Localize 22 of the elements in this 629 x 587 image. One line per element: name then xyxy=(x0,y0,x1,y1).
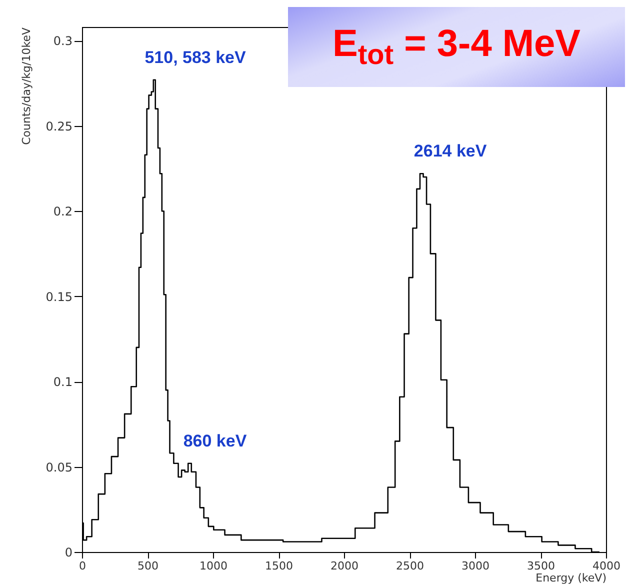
annotation: 860 keV xyxy=(183,431,248,450)
x-tick-label: 0 xyxy=(79,560,86,572)
y-tick-label: 0.2 xyxy=(53,204,72,219)
y-tick-label: 0.1 xyxy=(53,375,72,390)
x-tick-label: 1500 xyxy=(265,560,293,572)
x-tick-label: 3500 xyxy=(527,560,555,572)
x-tick-label: 1000 xyxy=(200,560,228,572)
x-tick-label: 2000 xyxy=(330,560,358,572)
y-tick-label: 0.15 xyxy=(46,290,72,304)
chart-title: E$_{tot}$ = 3-4 MeV xyxy=(332,23,581,71)
y-tick-label: 0.05 xyxy=(46,460,72,474)
annotation: 2614 keV xyxy=(414,142,488,161)
y-tick-label: 0 xyxy=(64,546,72,560)
y-tick-label: 0.25 xyxy=(46,119,72,134)
x-tick-label: 4000 xyxy=(592,560,620,572)
x-axis-title: Energy (keV) xyxy=(536,572,606,584)
x-tick-label: 2500 xyxy=(396,560,424,572)
x-tick-label: 3000 xyxy=(462,560,490,572)
y-axis-title: Counts/day/kg/10keV xyxy=(20,27,33,145)
x-tick-label: 500 xyxy=(138,560,158,572)
annotation: 510, 583 keV xyxy=(144,48,247,67)
y-tick-label: 0.3 xyxy=(53,34,72,48)
